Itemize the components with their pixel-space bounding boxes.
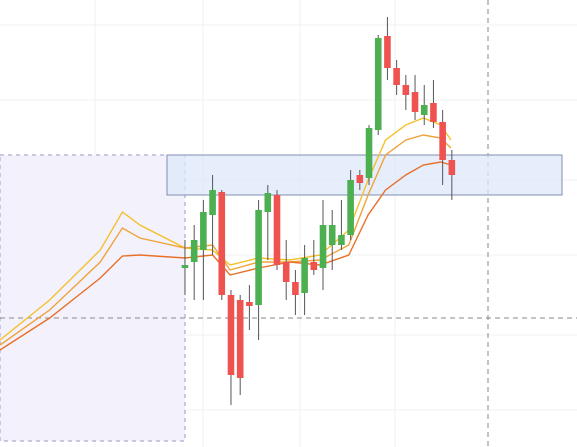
candle-body	[347, 180, 354, 235]
candle	[402, 75, 410, 110]
candle	[273, 190, 281, 270]
candle-body	[301, 258, 308, 293]
candle-body	[384, 36, 391, 68]
candle	[319, 200, 327, 290]
candle	[365, 125, 373, 185]
candle-body	[420, 105, 428, 115]
candle-body	[365, 128, 373, 178]
candle	[190, 225, 198, 300]
candle	[328, 210, 336, 270]
candle	[301, 245, 308, 315]
candle	[200, 200, 207, 300]
candle-body	[338, 235, 345, 245]
candle	[374, 35, 382, 135]
candle-body	[292, 282, 299, 295]
candle-body	[393, 68, 400, 85]
candle	[255, 200, 262, 340]
candle	[218, 190, 226, 300]
candle-body	[448, 160, 456, 175]
candle	[439, 110, 446, 185]
candle-body	[374, 38, 382, 130]
candle	[292, 270, 299, 315]
candle-body	[227, 295, 235, 375]
candle	[310, 240, 318, 275]
candle-body	[282, 262, 290, 282]
candle-body	[181, 265, 189, 268]
candle-body	[402, 85, 410, 95]
candle-body	[236, 300, 244, 378]
candle	[181, 240, 189, 295]
candle-body	[319, 225, 327, 268]
candle	[338, 200, 345, 250]
candle-body	[200, 212, 207, 250]
candle	[356, 170, 364, 190]
candle-body	[190, 240, 198, 262]
plot	[0, 17, 456, 405]
candle	[393, 60, 400, 95]
candle-body	[209, 190, 216, 215]
candle-body	[264, 193, 272, 212]
candle-body	[430, 103, 437, 122]
candle	[209, 175, 216, 255]
candle	[246, 285, 253, 330]
candle	[448, 150, 456, 200]
candle	[411, 75, 419, 120]
candle-body	[411, 92, 419, 112]
candle-body	[273, 195, 281, 265]
candle-body	[255, 210, 262, 305]
candle-body	[218, 192, 226, 295]
candle	[264, 185, 272, 260]
candle-body	[246, 302, 253, 306]
candle	[236, 295, 244, 395]
candle	[227, 290, 235, 405]
candle	[347, 170, 354, 240]
candle-body	[356, 175, 364, 183]
candle-body	[439, 122, 446, 160]
candle	[282, 240, 290, 300]
candle	[420, 85, 428, 125]
candle-body	[310, 262, 318, 270]
candle	[430, 80, 437, 128]
candle	[384, 17, 391, 80]
candle-body	[328, 225, 336, 245]
shaded-region	[0, 154, 186, 442]
